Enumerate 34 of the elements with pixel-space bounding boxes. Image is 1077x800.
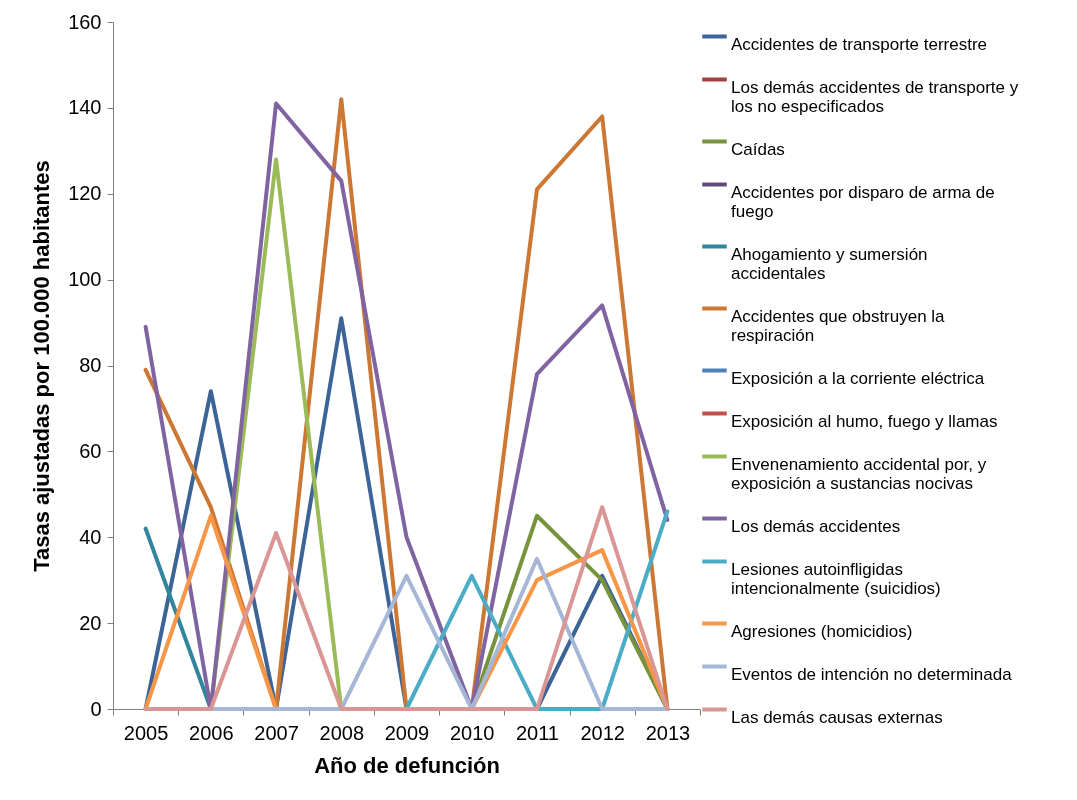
legend-label: Caídas	[731, 139, 785, 159]
y-axis-title: Tasas ajustadas por 100.000 habitantes	[29, 160, 55, 572]
x-tick-label: 2009	[384, 721, 430, 744]
y-tick-label: 40	[79, 525, 102, 548]
legend-label: Accidentes que obstruyen la respiración	[731, 306, 946, 345]
legend-label: Accidentes por disparo de arma de fuego	[731, 182, 995, 221]
x-tick-label: 2011	[515, 721, 559, 744]
y-tick-label: 20	[79, 611, 102, 634]
y-tick-label: 0	[90, 697, 102, 720]
legend-label: Eventos de intención no determinada	[731, 664, 1013, 684]
x-tick-label: 2012	[580, 721, 625, 744]
legend-label: Exposición al humo, fuego y llamas	[731, 411, 998, 431]
legend-label: Ahogamiento y sumersión accidentales	[731, 244, 928, 283]
x-axis-title: Año de defunción	[314, 752, 500, 778]
legend-label: Accidentes de transporte terrestre	[731, 34, 988, 54]
legend-label: Exposición a la corriente eléctrica	[731, 368, 985, 388]
x-tick-label: 2008	[319, 721, 365, 744]
x-tick-label: 2005	[123, 721, 169, 744]
x-tick-label: 2013	[645, 721, 691, 744]
legend-label: Los demás accidentes de transporte y los no especificados	[731, 77, 1019, 116]
y-tick-label: 80	[79, 354, 102, 376]
legend-label: Lesiones autoinfligidas intencionalmente (suicidios)	[731, 559, 941, 598]
y-tick-label: 140	[68, 96, 102, 119]
legend-label: Los demás accidentes	[731, 516, 901, 536]
y-tick-label: 100	[68, 268, 102, 291]
y-tick-label: 160	[68, 10, 102, 33]
legend-label: Las demás causas externas	[731, 707, 943, 727]
legend-label: Agresiones (homicidios)	[731, 621, 913, 641]
x-tick-label: 2006	[189, 721, 234, 744]
x-tick-label: 2010	[449, 721, 495, 744]
y-tick-label: 60	[79, 439, 102, 462]
y-tick-label: 120	[68, 182, 102, 205]
x-tick-label: 2007	[254, 721, 299, 744]
legend-label: Envenenamiento accidental por, y exposición a sustancias nocivas	[731, 454, 987, 493]
